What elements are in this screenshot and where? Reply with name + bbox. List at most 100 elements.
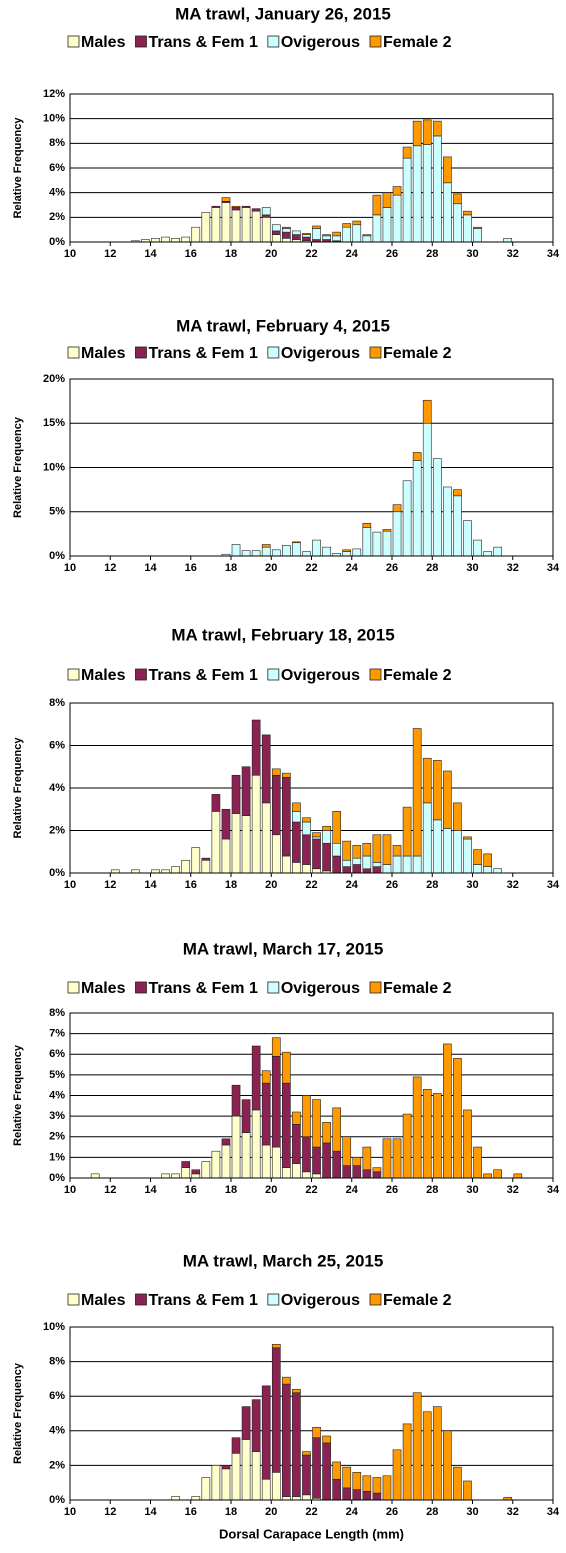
x-tick-label: 22 bbox=[305, 1506, 317, 1518]
x-tick-label: 24 bbox=[346, 1184, 359, 1196]
x-tick-label: 26 bbox=[386, 879, 398, 891]
bar bbox=[352, 1157, 362, 1166]
bar bbox=[271, 234, 281, 243]
bar bbox=[241, 1439, 251, 1501]
x-tick-label: 12 bbox=[104, 1506, 116, 1518]
bar bbox=[412, 120, 422, 147]
bar bbox=[282, 545, 291, 557]
bar bbox=[282, 238, 291, 243]
bar bbox=[443, 156, 452, 184]
bar bbox=[362, 522, 372, 528]
legend-swatch bbox=[267, 1293, 280, 1306]
bar bbox=[282, 226, 291, 229]
bar bbox=[251, 208, 261, 212]
bar bbox=[292, 821, 301, 863]
x-tick-label: 10 bbox=[64, 879, 76, 891]
y-tick-label: 10% bbox=[43, 461, 65, 473]
bar bbox=[231, 544, 241, 557]
bar bbox=[362, 1146, 372, 1171]
y-tick-label: 4% bbox=[49, 1425, 65, 1437]
bar bbox=[231, 1437, 241, 1454]
legend-swatch bbox=[135, 1293, 147, 1306]
bar bbox=[302, 834, 311, 865]
x-tick-label: 28 bbox=[426, 562, 438, 574]
bar bbox=[221, 1138, 231, 1146]
bar bbox=[302, 1451, 311, 1456]
bar bbox=[322, 1142, 331, 1179]
bar bbox=[392, 186, 402, 196]
bar bbox=[332, 842, 341, 857]
bar bbox=[231, 209, 241, 243]
bar bbox=[382, 192, 392, 208]
bar bbox=[181, 859, 191, 874]
x-tick-label: 28 bbox=[426, 1506, 438, 1518]
bar bbox=[342, 551, 352, 557]
bar bbox=[282, 228, 291, 233]
bar bbox=[412, 1392, 422, 1501]
legend-label: Ovigerous bbox=[281, 980, 360, 997]
bar bbox=[282, 1167, 291, 1179]
bar bbox=[312, 225, 321, 229]
bar bbox=[453, 1466, 462, 1501]
bar bbox=[443, 828, 452, 874]
chart-title: MA trawl, March 25, 2015 bbox=[183, 1251, 384, 1270]
y-tick-label: 2% bbox=[49, 1131, 65, 1143]
bar bbox=[271, 230, 281, 235]
x-tick-label: 20 bbox=[265, 1506, 277, 1518]
y-tick-label: 10% bbox=[43, 113, 65, 125]
bar bbox=[372, 214, 382, 243]
bar bbox=[211, 1150, 221, 1179]
bar bbox=[292, 802, 301, 812]
bar bbox=[282, 1383, 291, 1497]
bar bbox=[342, 866, 352, 874]
legend-swatch bbox=[267, 981, 280, 994]
x-tick-label: 22 bbox=[305, 879, 317, 891]
bar bbox=[463, 520, 472, 557]
bar bbox=[201, 857, 211, 861]
bar bbox=[483, 1173, 492, 1179]
bar bbox=[271, 768, 281, 776]
bar bbox=[372, 834, 382, 863]
bar bbox=[312, 1099, 321, 1148]
bar bbox=[292, 1388, 301, 1394]
y-tick-label: 1% bbox=[49, 1151, 65, 1163]
x-tick-label: 32 bbox=[507, 248, 519, 260]
bar bbox=[402, 157, 412, 243]
bar bbox=[271, 1472, 281, 1501]
bar bbox=[372, 1171, 382, 1179]
bar bbox=[372, 1167, 382, 1173]
bar bbox=[332, 855, 341, 874]
bar bbox=[362, 527, 372, 557]
x-tick-label: 16 bbox=[185, 562, 197, 574]
bar bbox=[463, 210, 472, 216]
bar bbox=[463, 1109, 472, 1179]
bar bbox=[453, 1058, 462, 1179]
y-tick-label: 4% bbox=[49, 187, 65, 199]
bar bbox=[312, 1437, 321, 1499]
bar bbox=[422, 399, 432, 424]
bar bbox=[221, 197, 231, 202]
bar bbox=[302, 551, 311, 557]
bar bbox=[463, 838, 472, 874]
legend-label: Female 2 bbox=[383, 667, 452, 684]
bar bbox=[251, 1045, 261, 1111]
bar bbox=[513, 1173, 523, 1179]
bar bbox=[473, 864, 482, 874]
bar bbox=[171, 238, 180, 243]
bar bbox=[302, 817, 311, 823]
bar bbox=[261, 1144, 271, 1179]
bar bbox=[382, 529, 392, 532]
bar bbox=[231, 207, 241, 211]
y-tick-label: 0% bbox=[49, 1172, 65, 1184]
bar bbox=[352, 548, 362, 557]
bar bbox=[241, 1132, 251, 1179]
bar bbox=[282, 777, 291, 857]
x-tick-label: 28 bbox=[426, 248, 438, 260]
bar bbox=[261, 1478, 271, 1501]
legend-label: Ovigerous bbox=[281, 345, 360, 362]
x-tick-label: 24 bbox=[346, 1506, 359, 1518]
bar bbox=[181, 1161, 191, 1168]
bar bbox=[302, 1095, 311, 1138]
bar bbox=[342, 859, 352, 867]
bar bbox=[312, 228, 321, 240]
